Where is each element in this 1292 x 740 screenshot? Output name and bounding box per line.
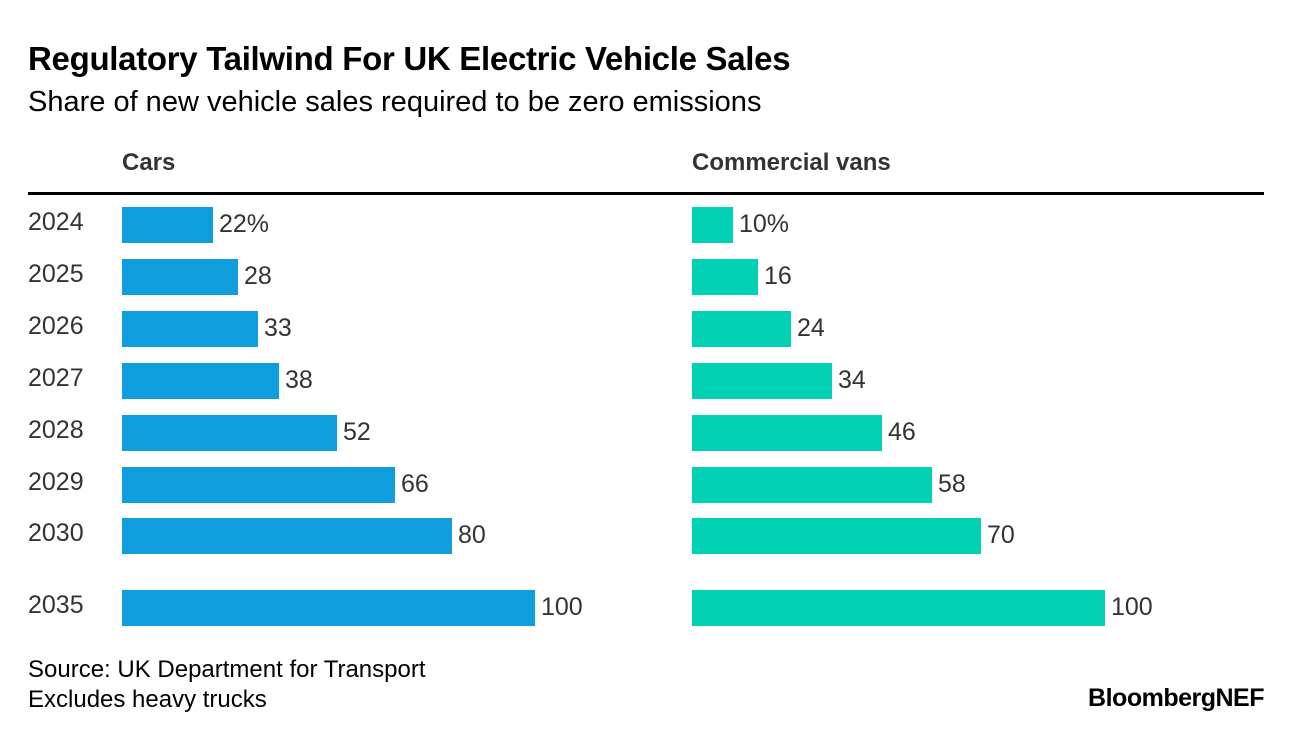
cars-bar-2027: [122, 363, 279, 399]
vans-bar-2028: [692, 415, 882, 451]
cars-bar-2026: [122, 311, 258, 347]
vans-value-label-2024: 10%: [739, 210, 790, 238]
cars-value-label-2026: 33: [264, 314, 292, 342]
bloombergnef-logo: BloombergNEF: [1088, 684, 1264, 712]
vans-bar-2027: [692, 363, 832, 399]
cars-bar-2029: [122, 467, 395, 503]
chart-subtitle: Share of new vehicle sales required to b…: [28, 86, 762, 118]
chart-title: Regulatory Tailwind For UK Electric Vehi…: [28, 40, 791, 77]
year-label-2027: 2027: [28, 364, 84, 392]
vans-value-label-2030: 70: [987, 521, 1015, 549]
cars-bar-2025: [122, 259, 238, 295]
vans-value-label-2029: 58: [938, 470, 966, 498]
vans-bar-2030: [692, 518, 981, 554]
vans-bar-2029: [692, 467, 932, 503]
vans-bar-2035: [692, 590, 1105, 626]
vans-value-label-2026: 24: [797, 314, 825, 342]
cars-bar-2024: [122, 207, 213, 243]
vans-bar-2024: [692, 207, 733, 243]
year-label-2028: 2028: [28, 416, 84, 444]
cars-bar-2030: [122, 518, 452, 554]
cars-value-label-2035: 100: [541, 593, 583, 621]
vans-bar-2026: [692, 311, 791, 347]
cars-value-label-2027: 38: [285, 366, 313, 394]
vans-value-label-2027: 34: [838, 366, 866, 394]
year-label-2029: 2029: [28, 468, 84, 496]
cars-value-label-2025: 28: [244, 262, 272, 290]
vans-value-label-2035: 100: [1111, 593, 1153, 621]
cars-value-label-2028: 52: [343, 418, 371, 446]
header-rule: [28, 192, 1264, 195]
year-label-2030: 2030: [28, 519, 84, 547]
vans-bar-2025: [692, 259, 758, 295]
source-note: Source: UK Department for Transport: [28, 656, 426, 683]
vans-value-label-2025: 16: [764, 262, 792, 290]
cars-value-label-2024: 22%: [219, 210, 270, 238]
exclusion-note: Excludes heavy trucks: [28, 686, 267, 713]
cars-value-label-2030: 80: [458, 521, 486, 549]
cars-column-header: Cars: [122, 149, 176, 176]
year-label-2026: 2026: [28, 312, 84, 340]
vans-column-header: Commercial vans: [692, 149, 891, 176]
year-label-2024: 2024: [28, 208, 84, 236]
cars-bar-2028: [122, 415, 337, 451]
vans-value-label-2028: 46: [888, 418, 916, 446]
cars-bar-2035: [122, 590, 535, 626]
cars-value-label-2029: 66: [401, 470, 429, 498]
year-label-2035: 2035: [28, 591, 84, 619]
year-label-2025: 2025: [28, 260, 84, 288]
